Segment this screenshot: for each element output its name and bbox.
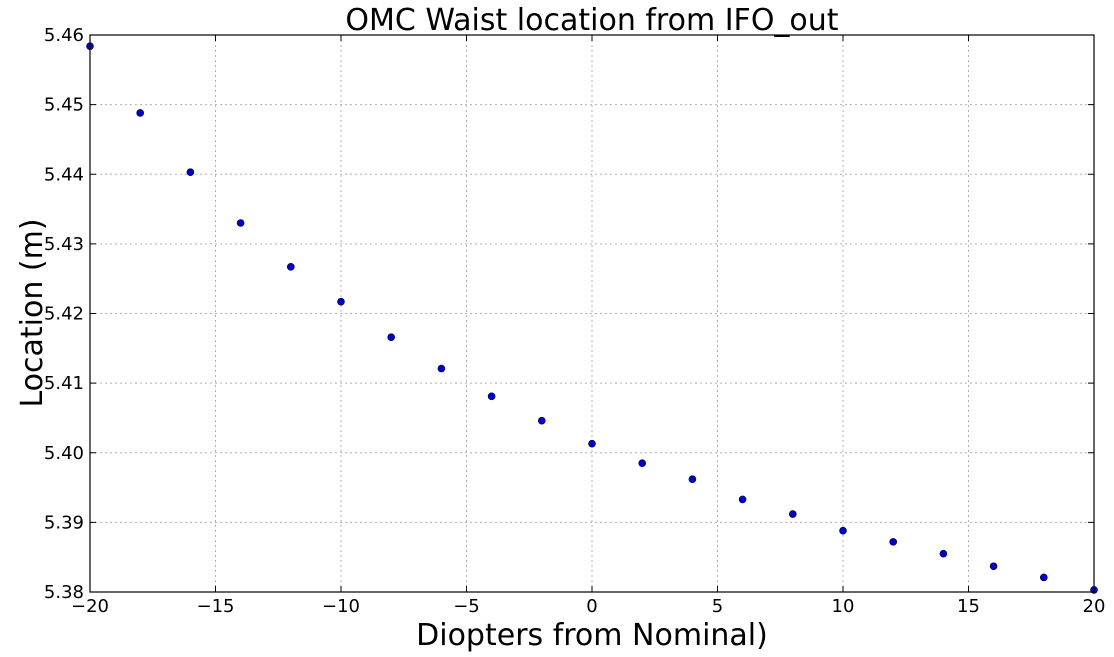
y-axis-label: Location (m) <box>15 218 50 407</box>
data-point <box>588 439 596 448</box>
data-point <box>537 416 546 425</box>
y-tick-label: 5.39 <box>44 512 84 533</box>
chart-title: OMC Waist location from IFO_out <box>345 3 838 38</box>
data-point <box>839 526 847 535</box>
data-point <box>236 219 245 227</box>
y-tick-label: 5.38 <box>44 582 84 603</box>
axis-ticks <box>89 34 1095 593</box>
y-tick-label: 5.43 <box>44 234 84 255</box>
grid-lines <box>90 35 1094 592</box>
x-axis-label: Diopters from Nominal) <box>416 618 768 653</box>
y-tick-label: 5.44 <box>44 164 84 185</box>
y-tick-label: 5.40 <box>44 443 84 464</box>
y-tick-labels: 5.38 5.39 5.40 5.41 5.42 5.43 5.44 5.45 5.46 <box>44 25 84 603</box>
y-tick-label: 5.46 <box>44 25 84 46</box>
y-tick-label: 5.42 <box>44 304 84 325</box>
data-point <box>1040 573 1048 582</box>
data-point <box>437 364 446 373</box>
y-tick-label: 5.41 <box>44 373 84 394</box>
x-tick-label: 10 <box>832 596 855 617</box>
data-point <box>487 392 496 401</box>
data-points <box>86 42 1098 594</box>
data-point <box>688 475 697 484</box>
data-point <box>186 168 195 176</box>
data-point <box>387 333 396 341</box>
data-point <box>738 495 747 504</box>
x-tick-label: 5 <box>712 596 723 617</box>
y-tick-label: 5.45 <box>44 95 84 116</box>
x-tick-label: −20 <box>71 596 109 617</box>
x-tick-label: 15 <box>957 596 980 617</box>
x-tick-label: 20 <box>1083 596 1106 617</box>
x-tick-label: 0 <box>586 596 597 617</box>
data-point <box>889 538 898 546</box>
data-point <box>337 297 345 306</box>
data-point <box>286 263 295 271</box>
data-point <box>788 510 797 518</box>
data-point <box>136 109 144 117</box>
x-tick-label: −5 <box>453 596 480 617</box>
x-tick-label: −10 <box>322 596 360 617</box>
data-point <box>939 549 948 558</box>
data-point <box>989 562 998 571</box>
x-tick-labels: −20 −15 −10 −5 0 5 10 15 20 <box>71 596 1105 617</box>
data-point <box>638 459 647 467</box>
x-tick-label: −15 <box>197 596 235 617</box>
